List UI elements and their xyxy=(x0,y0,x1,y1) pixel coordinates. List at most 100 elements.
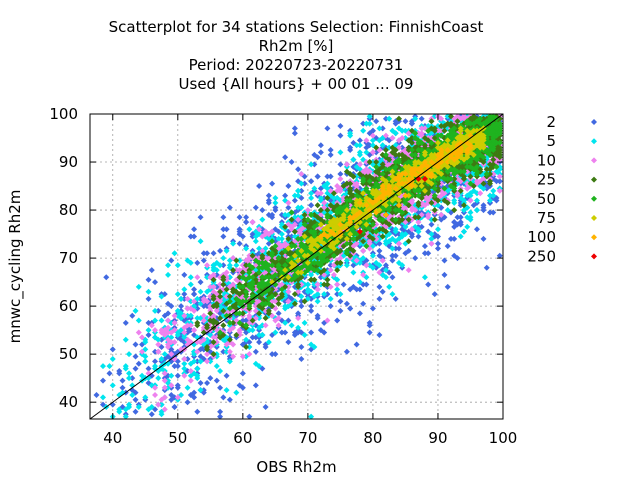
scatter-point xyxy=(470,202,477,209)
scatter-point xyxy=(194,259,201,266)
scatter-point xyxy=(194,358,201,365)
scatter-point xyxy=(428,231,435,238)
scatter-point xyxy=(324,173,331,180)
scatter-point xyxy=(152,307,159,314)
scatter-point xyxy=(217,408,224,415)
scatter-point xyxy=(272,351,279,358)
scatter-point xyxy=(308,307,315,314)
scatter-point xyxy=(298,204,305,211)
scatter-point xyxy=(152,391,159,398)
scatter-point xyxy=(460,228,467,235)
scatter-point xyxy=(369,252,376,259)
scatter-point xyxy=(389,291,396,298)
scatter-point xyxy=(405,267,412,274)
scatter-point xyxy=(145,288,152,295)
scatter-point xyxy=(363,120,370,127)
scatter-point xyxy=(373,118,380,125)
scatter-point xyxy=(282,329,289,336)
scatter-point xyxy=(444,283,451,290)
scatter-point xyxy=(200,257,207,264)
scatter-point xyxy=(145,365,152,372)
scatter-point xyxy=(298,298,305,305)
scatter-point xyxy=(291,125,298,132)
scatter-point xyxy=(295,204,302,211)
scatter-point xyxy=(464,223,471,230)
scatter-point xyxy=(246,226,253,233)
scatter-point xyxy=(148,411,155,418)
scatter-point xyxy=(496,252,503,259)
scatter-point xyxy=(217,367,224,374)
scatter-point xyxy=(126,370,133,377)
scatter-point xyxy=(308,202,315,209)
scatter-point xyxy=(145,327,152,334)
scatter-point xyxy=(226,396,233,403)
scatter-point xyxy=(295,324,302,331)
scatter-point xyxy=(109,355,116,362)
scatter-point xyxy=(477,190,484,197)
scatter-point xyxy=(408,233,415,240)
scatter-point xyxy=(252,233,259,240)
scatter-point xyxy=(191,286,198,293)
scatter-point xyxy=(473,197,480,204)
scatter-point xyxy=(337,132,344,139)
scatter-point xyxy=(265,192,272,199)
scatter-point xyxy=(421,243,428,250)
scatter-point xyxy=(174,262,181,269)
scatter-point xyxy=(129,375,136,382)
scatter-point xyxy=(431,216,438,223)
scatter-point xyxy=(249,334,256,341)
scatter-point xyxy=(223,387,230,394)
scatter-point xyxy=(337,171,344,178)
scatter-point xyxy=(343,300,350,307)
scatter-point xyxy=(152,317,159,324)
scatter-point xyxy=(366,319,373,326)
scatter-point xyxy=(457,219,464,226)
scatter-point xyxy=(376,125,383,132)
scatter-point xyxy=(382,115,389,122)
scatter-point xyxy=(272,199,279,206)
scatter-point xyxy=(490,187,497,194)
scatter-point xyxy=(165,271,172,278)
scatter-point xyxy=(493,178,500,185)
scatter-point xyxy=(145,331,152,338)
scatter-point xyxy=(252,334,259,341)
scatter-point xyxy=(480,202,487,209)
scatter-point xyxy=(428,240,435,247)
scatter-point xyxy=(327,262,334,269)
scatter-point xyxy=(298,343,305,350)
scatter-point xyxy=(360,120,367,127)
scatter-point xyxy=(197,353,204,360)
scatter-point xyxy=(288,159,295,166)
scatter-point xyxy=(197,214,204,221)
scatter-point xyxy=(132,408,139,415)
scatter-point xyxy=(152,279,159,286)
scatter-point xyxy=(386,283,393,290)
scatter-point xyxy=(262,403,269,410)
scatter-point xyxy=(337,291,344,298)
scatter-point xyxy=(106,370,113,377)
scatter-point xyxy=(220,255,227,262)
scatter-point xyxy=(239,370,246,377)
scatter-point xyxy=(343,262,350,269)
scatter-point xyxy=(220,394,227,401)
scatter-point xyxy=(220,226,227,233)
scatter-point xyxy=(291,197,298,204)
scatter-point xyxy=(132,396,139,403)
scatter-point xyxy=(155,307,162,314)
title-line: Rh2m [%] xyxy=(259,37,334,55)
scatter-point xyxy=(239,233,246,240)
scatter-point xyxy=(444,243,451,250)
scatter-point xyxy=(386,115,393,122)
scatter-point xyxy=(395,245,402,252)
scatter-point xyxy=(356,279,363,286)
scatter-point xyxy=(337,149,344,156)
scatter-point xyxy=(269,351,276,358)
scatter-point xyxy=(223,348,230,355)
scatter-point xyxy=(197,358,204,365)
scatter-point xyxy=(425,250,432,257)
scatter-point xyxy=(415,233,422,240)
scatter-point xyxy=(158,317,165,324)
scatter-point xyxy=(256,339,263,346)
title-line: Used {All hours} + 00 01 ... 09 xyxy=(179,75,414,93)
scatter-point xyxy=(363,149,370,156)
